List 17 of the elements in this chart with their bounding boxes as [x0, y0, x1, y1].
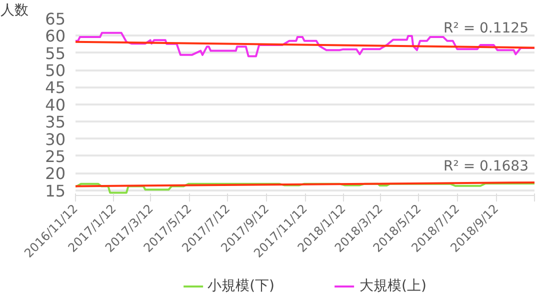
legend-label: 大規模(上): [360, 277, 426, 295]
y-tick-label: 65: [45, 10, 66, 28]
y-tick-label: 25: [45, 146, 66, 166]
y-tick-label: 35: [45, 112, 66, 132]
y-tick-label: 15: [45, 181, 66, 200]
y-tick-label: 60: [45, 26, 66, 46]
y-axis-title: 人数: [0, 2, 28, 18]
y-tick-label: 40: [45, 95, 66, 114]
y-tick-label: 45: [45, 78, 66, 98]
y-tick-label: 55: [45, 44, 66, 63]
y-tick-label: 50: [45, 61, 66, 80]
annotation: R² = 0.1683: [444, 158, 529, 174]
annotation: R² = 0.1125: [444, 20, 529, 37]
line-series: [76, 32, 534, 58]
y-tick-label: 30: [45, 130, 66, 149]
legend-label: 小規模(下): [208, 277, 274, 295]
y-tick-label: 20: [45, 164, 66, 184]
